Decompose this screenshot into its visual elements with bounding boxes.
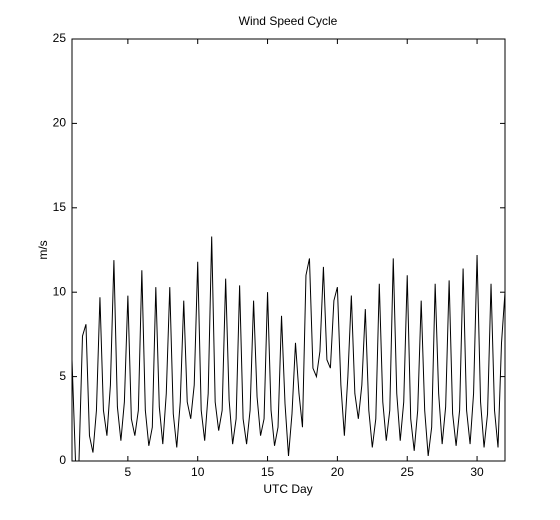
y-axis-label: m/s bbox=[36, 240, 50, 259]
x-tick-label: 10 bbox=[191, 465, 205, 479]
plot-frame bbox=[71, 38, 506, 462]
y-tick-label: 0 bbox=[59, 453, 66, 467]
x-tick-label: 5 bbox=[125, 465, 132, 479]
x-tick-label: 20 bbox=[331, 465, 345, 479]
y-tick-label: 15 bbox=[53, 200, 67, 214]
y-tick-label: 10 bbox=[53, 284, 67, 298]
chart-title: Wind Speed Cycle bbox=[239, 14, 338, 28]
x-axis-label: UTC Day bbox=[263, 482, 312, 496]
x-tick-label: 30 bbox=[470, 465, 484, 479]
x-tick-label: 15 bbox=[261, 465, 275, 479]
y-tick-label: 25 bbox=[53, 31, 67, 45]
x-tick-label: 25 bbox=[401, 465, 415, 479]
data-line bbox=[71, 236, 506, 462]
y-tick-label: 20 bbox=[53, 116, 67, 130]
y-tick-label: 5 bbox=[59, 369, 66, 383]
